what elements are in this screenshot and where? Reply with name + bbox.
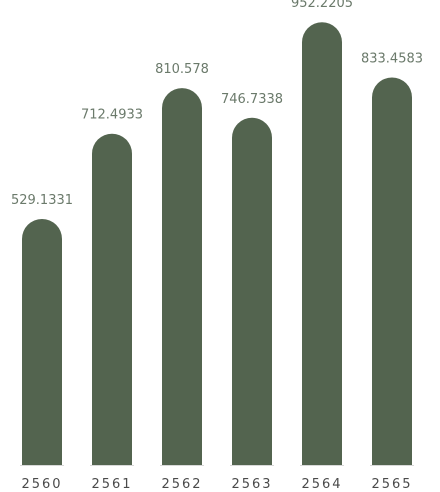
x-label-2561: 2561 xyxy=(91,477,132,492)
bars xyxy=(22,22,412,465)
bar-2563 xyxy=(232,117,272,465)
value-label-2561: 712.4933 xyxy=(81,108,143,123)
value-labels: 529.1331 712.4933 810.578 746.7338 952.2205 8… xyxy=(11,0,423,208)
value-label-2565: 833.4583 xyxy=(361,51,423,66)
bar-2562 xyxy=(162,88,202,465)
x-axis-labels: 2560 2561 2562 2563 2564 2565 xyxy=(21,477,412,492)
value-label-2563: 746.7338 xyxy=(221,92,283,107)
value-label-2564: 952.2205 xyxy=(291,0,353,11)
x-label-2565: 2565 xyxy=(371,477,412,492)
x-label-2560: 2560 xyxy=(21,477,62,492)
value-label-2560: 529.1331 xyxy=(11,193,73,208)
bar-2560 xyxy=(22,218,62,465)
value-label-2562: 810.578 xyxy=(155,62,209,77)
bar-2565 xyxy=(372,77,412,465)
x-label-2563: 2563 xyxy=(231,477,272,492)
x-label-2562: 2562 xyxy=(161,477,202,492)
bar-2564 xyxy=(302,22,342,465)
x-label-2564: 2564 xyxy=(301,477,342,492)
bar-2561 xyxy=(92,133,132,465)
